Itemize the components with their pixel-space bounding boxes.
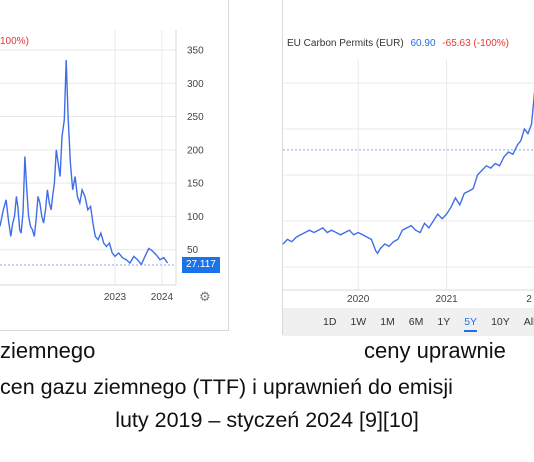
ttf-chart: 100%) 350 300 250 200 150 100 50 2023 2024 (0, 30, 204, 303)
gear-icon[interactable]: ⚙ (199, 290, 211, 305)
eua-title-text: EU Carbon Permits (EUR) (287, 38, 404, 49)
eua-chart: EU Carbon Permits (EUR) 60.90 -65.63 (-1… (282, 38, 534, 305)
eua-title: EU Carbon Permits (EUR) 60.90 -65.63 (-1… (287, 38, 509, 49)
range-button-1y[interactable]: 1Y (437, 316, 451, 328)
eua-chart-panel: EU Carbon Permits (EUR) 60.90 -65.63 (-1… (282, 0, 534, 336)
ttf-y-tick-label: 200 (187, 145, 204, 156)
range-button-1m[interactable]: 1M (380, 316, 395, 328)
eua-x-tick-label: 2021 (435, 294, 458, 305)
eua-price: 60.90 (410, 38, 435, 49)
ttf-last-value-badge: 27.117 (182, 256, 220, 273)
ttf-y-tick-label: 350 (187, 45, 204, 56)
ttf-x-tick-label: 2023 (104, 292, 127, 303)
caption-left-fragment: ziemnego (0, 338, 96, 363)
ttf-x-tick-label: 2024 (151, 292, 174, 303)
ttf-y-tick-label: 300 (187, 79, 204, 90)
ttf-y-axis: 350 300 250 200 150 100 50 (187, 45, 204, 256)
eua-x-tick-label: 2 (526, 294, 532, 305)
caption-right-fragment: ceny uprawnie (364, 338, 506, 363)
eua-change: -65.63 (-100%) (442, 38, 509, 49)
range-button-5y[interactable]: 5Y (464, 316, 478, 332)
eua-price-series (282, 90, 534, 255)
ttf-change-fragment: 100%) (0, 36, 29, 47)
ttf-chart-panel: 100%) 350 300 250 200 150 100 50 2023 2024 27.1… (0, 0, 229, 331)
range-selector: 1D 1W 1M 6M 1Y 5Y 10Y All (283, 308, 534, 336)
caption-line-2: luty 2019 – styczeń 2024 [9][10] (115, 408, 419, 432)
eua-x-axis: 2020 2021 2 (347, 294, 532, 305)
eua-grid (283, 60, 534, 290)
range-button-10y[interactable]: 10Y (491, 316, 510, 328)
range-button-1d[interactable]: 1D (323, 316, 337, 328)
ttf-grid (0, 30, 176, 285)
range-button-all[interactable]: All (523, 316, 534, 328)
ttf-y-tick-label: 150 (187, 179, 204, 190)
ttf-x-axis: 2023 2024 (104, 292, 174, 303)
ttf-y-tick-label: 50 (187, 245, 199, 256)
caption-line-1: cen gazu ziemnego (TTF) i uprawnień do e… (0, 375, 453, 399)
ttf-y-tick-label: 250 (187, 112, 204, 123)
range-button-1w[interactable]: 1W (350, 316, 367, 328)
range-button-6m[interactable]: 6M (408, 316, 424, 328)
ttf-y-tick-label: 100 (187, 212, 204, 223)
ttf-price-series (0, 59, 169, 266)
eua-x-tick-label: 2020 (347, 294, 370, 305)
